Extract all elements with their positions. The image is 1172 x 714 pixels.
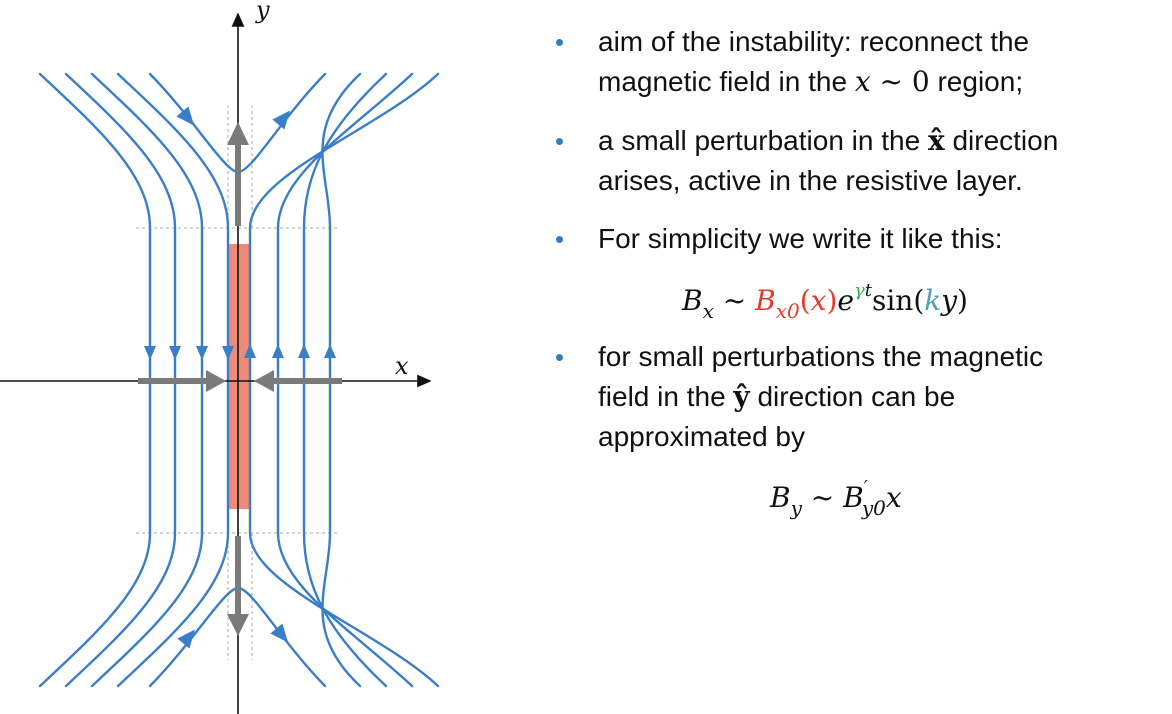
math-sim: ~ bbox=[870, 65, 912, 98]
eq1-sim: ~ bbox=[713, 284, 756, 317]
field-line-left bbox=[38, 72, 152, 688]
eq1-x0-sub: x0 bbox=[775, 299, 800, 323]
eq1-sin: sin( bbox=[871, 284, 925, 317]
eq2-x: x bbox=[885, 481, 902, 514]
bullet-1: aim of the instability: reconnect the ma… bbox=[598, 22, 1029, 102]
eq1-B: B bbox=[682, 284, 703, 317]
bullet-4-line-2: field in the ŷ direction can be bbox=[598, 377, 1043, 417]
bullet-dot bbox=[556, 354, 563, 361]
eq1-k: k bbox=[924, 284, 942, 317]
eq1-lparen: ( bbox=[799, 284, 811, 317]
field-arrow-up bbox=[244, 344, 256, 358]
field-arrow-topleft bbox=[176, 106, 195, 126]
resistive-layer bbox=[228, 244, 250, 509]
x-hat: x̂ bbox=[927, 124, 945, 157]
bullet-1-text-pre: magnetic field in the bbox=[598, 66, 855, 97]
field-arrow-down bbox=[222, 346, 234, 360]
bullet-4-line-1: for small perturbations the magnetic bbox=[598, 341, 1044, 372]
bullet-1-text-post: region; bbox=[929, 66, 1024, 97]
eq2-y0-sub: y0 bbox=[861, 496, 886, 520]
y-axis-label: y bbox=[255, 0, 270, 24]
eq2-prime: ′ bbox=[863, 477, 868, 498]
eq1-arg: x bbox=[810, 284, 827, 317]
eq1-close: ) bbox=[957, 284, 968, 317]
bullet-3-line-1: For simplicity we write it like this: bbox=[598, 223, 1003, 254]
eq2-sim: ~ bbox=[801, 481, 844, 514]
eq2-y-sub: y bbox=[790, 496, 802, 520]
eq2-B: B bbox=[770, 481, 791, 514]
y-hat: ŷ bbox=[733, 380, 750, 413]
bullet-4-text-post: direction can be bbox=[749, 381, 956, 412]
field-arrow-up bbox=[298, 344, 310, 358]
eq1-B0: B bbox=[755, 284, 776, 317]
field-arrow-up bbox=[324, 344, 336, 358]
x-axis-label: x bbox=[395, 352, 409, 380]
field-arrow-down bbox=[169, 346, 181, 360]
equation-by: By ~ B′y0x bbox=[770, 477, 902, 520]
bullet-3: For simplicity we write it like this: bbox=[598, 219, 1003, 259]
eq1-gamma: γ bbox=[853, 280, 865, 301]
bullet-1-line-2: magnetic field in the x ~ 0 region; bbox=[598, 62, 1029, 102]
bullet-dot bbox=[556, 39, 563, 46]
bullet-2-text-pre: a small perturbation in the bbox=[598, 125, 928, 156]
field-arrow-bottomright bbox=[270, 623, 289, 643]
field-arrow-down bbox=[196, 346, 208, 360]
equation-bx: Bx ~ Bx0(x)eγtsin(ky) bbox=[682, 280, 968, 323]
bullet-2: a small perturbation in the x̂ direction… bbox=[598, 121, 1058, 201]
eq1-e: e bbox=[837, 284, 854, 317]
bullet-4-text-pre: field in the bbox=[598, 381, 734, 412]
math-zero: 0 bbox=[911, 65, 930, 98]
eq1-x-sub: x bbox=[702, 299, 714, 323]
field-arrow-up bbox=[272, 344, 284, 358]
eq1-rparen: ) bbox=[826, 284, 838, 317]
field-arrow-topright bbox=[272, 110, 291, 130]
bullet-2-line-1: a small perturbation in the x̂ direction bbox=[598, 121, 1058, 161]
math-x: x bbox=[854, 65, 871, 98]
field-arrow-down bbox=[144, 346, 156, 360]
eq1-t: t bbox=[864, 280, 872, 301]
bullet-4-line-3: approximated by bbox=[598, 421, 806, 452]
magnetic-reconnection-diagram: x y bbox=[0, 0, 440, 714]
eq1-y: y bbox=[941, 284, 958, 317]
bullet-1-line-1: aim of the instability: reconnect the bbox=[598, 26, 1030, 57]
bullet-2-line-2: arises, active in the resistive layer. bbox=[598, 165, 1023, 196]
bullet-dot bbox=[556, 138, 563, 145]
grey-arrows bbox=[138, 122, 342, 636]
bullet-2-text-post: direction bbox=[944, 125, 1059, 156]
bullet-dot bbox=[556, 236, 563, 243]
eq2-B2: B bbox=[843, 481, 864, 514]
field-arrow-bottomleft bbox=[177, 629, 196, 649]
bullet-4: for small perturbations the magnetic fie… bbox=[598, 337, 1043, 457]
